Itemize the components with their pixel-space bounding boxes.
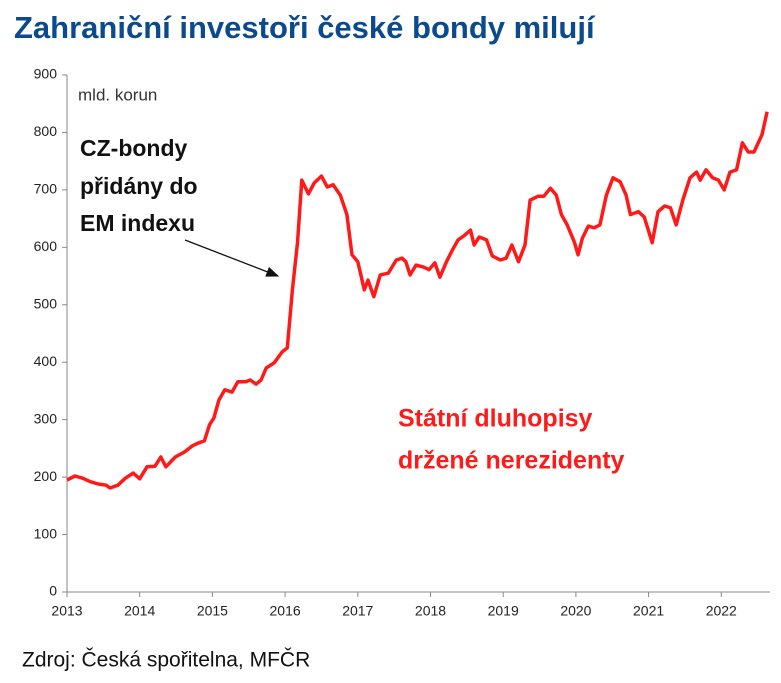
series-label: držené nerezidenty xyxy=(398,447,625,475)
y-tick-label: 0 xyxy=(49,583,57,599)
x-tick-label: 2017 xyxy=(342,603,373,619)
x-tick-label: 2016 xyxy=(270,603,301,619)
annotation: přidány do xyxy=(80,173,198,199)
y-tick-label: 300 xyxy=(34,410,58,426)
x-tick-label: 2015 xyxy=(197,603,228,619)
x-tick-label: 2019 xyxy=(488,603,519,619)
y-tick-label: 400 xyxy=(34,353,58,369)
x-tick-label: 2018 xyxy=(415,603,446,619)
annotation-arrow xyxy=(184,239,280,277)
unit-label: mld. korun xyxy=(78,85,157,104)
y-tick-label: 100 xyxy=(34,525,58,541)
y-tick-label: 900 xyxy=(34,66,58,82)
y-tick-label: 500 xyxy=(34,295,58,311)
source: Zdroj: Česká spořitelna, MFČR xyxy=(22,649,310,672)
chart-title: Zahraniční investoři české bondy milují xyxy=(14,10,596,45)
annotation: CZ-bondy xyxy=(80,135,188,161)
x-tick-label: 2020 xyxy=(560,603,591,619)
x-tick-label: 2014 xyxy=(124,603,155,619)
y-tick-label: 200 xyxy=(34,468,58,484)
annotation: EM indexu xyxy=(80,210,195,236)
x-tick-label: 2021 xyxy=(633,603,664,619)
y-tick-label: 700 xyxy=(34,181,58,197)
x-tick-label: 2022 xyxy=(706,603,737,619)
series-label: Státní dluhopisy xyxy=(398,405,593,433)
y-tick-label: 600 xyxy=(34,238,58,254)
x-tick-label: 2013 xyxy=(51,603,82,619)
data-line xyxy=(66,111,769,490)
y-tick-label: 800 xyxy=(34,123,58,139)
